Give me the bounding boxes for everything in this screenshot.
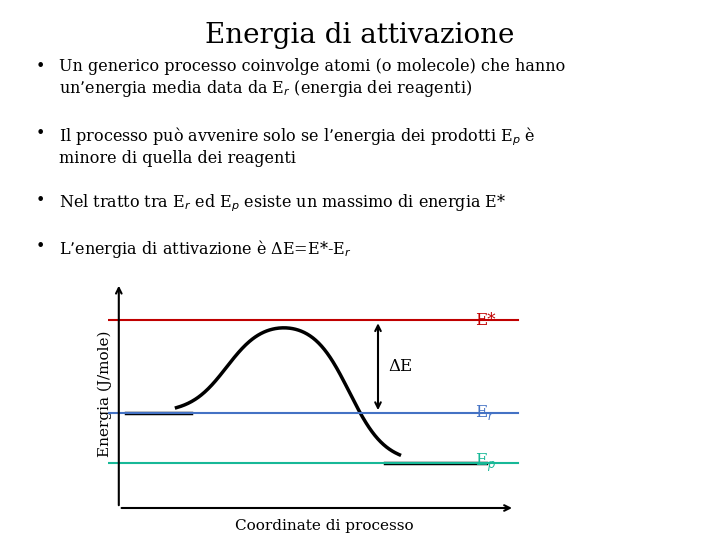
Text: •: • bbox=[35, 58, 45, 75]
Text: Energia di attivazione: Energia di attivazione bbox=[205, 22, 515, 49]
Text: Il processo può avvenire solo se l’energia dei prodotti E$_p$ è
minore di quella: Il processo può avvenire solo se l’energ… bbox=[59, 125, 536, 167]
Text: E$_p$: E$_p$ bbox=[475, 452, 496, 474]
X-axis label: Coordinate di processo: Coordinate di processo bbox=[235, 519, 413, 533]
Text: E$_r$: E$_r$ bbox=[475, 403, 495, 422]
Text: ΔE: ΔE bbox=[389, 358, 413, 375]
Text: •: • bbox=[35, 125, 45, 142]
Text: E*: E* bbox=[475, 312, 495, 329]
Text: Un generico processo coinvolge atomi (o molecole) che hanno
un’energia media dat: Un generico processo coinvolge atomi (o … bbox=[59, 58, 566, 99]
Y-axis label: Energia (J/mole): Energia (J/mole) bbox=[97, 331, 112, 457]
Text: L’energia di attivazione è ΔE=E*-E$_r$: L’energia di attivazione è ΔE=E*-E$_r$ bbox=[59, 238, 352, 260]
Text: •: • bbox=[35, 238, 45, 254]
Text: Nel tratto tra E$_r$ ed E$_p$ esiste un massimo di energia E*: Nel tratto tra E$_r$ ed E$_p$ esiste un … bbox=[59, 192, 507, 214]
Text: •: • bbox=[35, 192, 45, 209]
